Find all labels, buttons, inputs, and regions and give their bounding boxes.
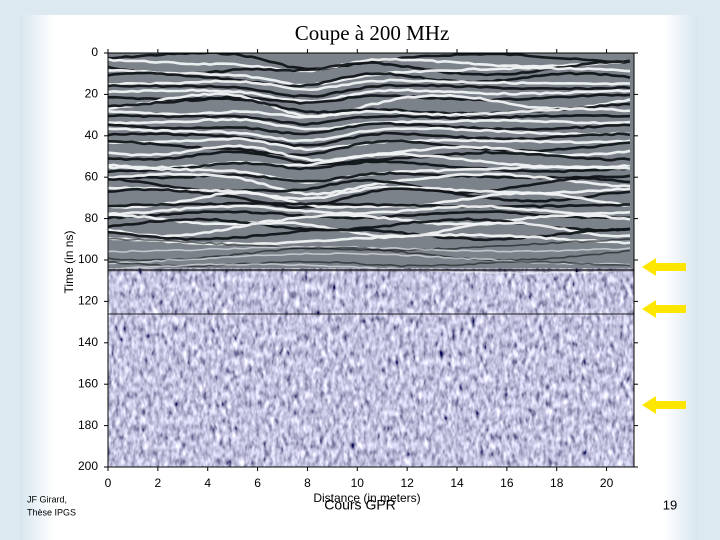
y-tick-label: 100 [78, 252, 98, 266]
chart-title: Coupe à 200 MHz [295, 21, 450, 45]
reflection [108, 150, 631, 166]
arrow [642, 300, 686, 318]
reflection [108, 187, 631, 210]
reflection [108, 159, 631, 174]
reflection [108, 191, 631, 210]
reflection [108, 113, 631, 127]
x-tick-label: 6 [254, 476, 261, 490]
x-tick-label: 12 [400, 476, 414, 490]
y-tick-label: 180 [78, 418, 98, 432]
y-tick-label: 200 [78, 459, 98, 473]
footer-course: Cours GPR [324, 497, 396, 513]
footer-author: JF Girard, [27, 494, 67, 504]
arrows [642, 258, 686, 414]
reflection [108, 88, 631, 103]
radargram [108, 53, 634, 467]
reflection [108, 131, 631, 148]
reflection [108, 66, 631, 87]
footer-author: Thèse IPGS [27, 507, 76, 517]
reflection [108, 204, 631, 216]
reflection [108, 126, 631, 143]
y-tick-label: 160 [78, 376, 98, 390]
arrow [642, 396, 686, 414]
y-axis-label: Time (in ns) [62, 231, 76, 294]
reflection [108, 83, 631, 98]
reflection [108, 139, 631, 157]
x-axis-label: Distance (in meters) [313, 491, 420, 505]
y-tick-label: 120 [78, 294, 98, 308]
reflection [108, 213, 631, 226]
x-tick-label: 16 [500, 476, 514, 490]
x-tick-label: 14 [450, 476, 464, 490]
y-tick-label: 140 [78, 335, 98, 349]
reflection [108, 172, 631, 196]
reflection [108, 245, 631, 253]
reflection [108, 93, 631, 105]
reflection [108, 71, 631, 88]
x-tick-label: 2 [155, 476, 162, 490]
x-tick-label: 0 [105, 476, 112, 490]
y-tick-label: 80 [85, 211, 99, 225]
reflection [108, 232, 631, 246]
arrow [642, 258, 686, 276]
reflection [108, 121, 631, 136]
x-tick-label: 8 [304, 476, 311, 490]
x-tick-label: 20 [600, 476, 614, 490]
x-tick-label: 18 [550, 476, 564, 490]
reflection [108, 260, 631, 268]
y-tick-label: 40 [85, 128, 99, 142]
page-number: 19 [663, 497, 677, 512]
y-tick-label: 20 [85, 87, 99, 101]
x-tick-label: 4 [204, 476, 211, 490]
reflection [108, 92, 631, 118]
reflection [108, 57, 631, 73]
reflection [108, 252, 631, 266]
reflection [108, 78, 631, 92]
reflection [108, 227, 631, 242]
reflection [108, 263, 631, 275]
y-tick-label: 60 [85, 169, 99, 183]
reflection [108, 221, 631, 239]
reflection [108, 201, 631, 209]
reflection [108, 106, 631, 119]
x-tick-label: 10 [351, 476, 365, 490]
y-tick-label: 0 [91, 45, 98, 59]
